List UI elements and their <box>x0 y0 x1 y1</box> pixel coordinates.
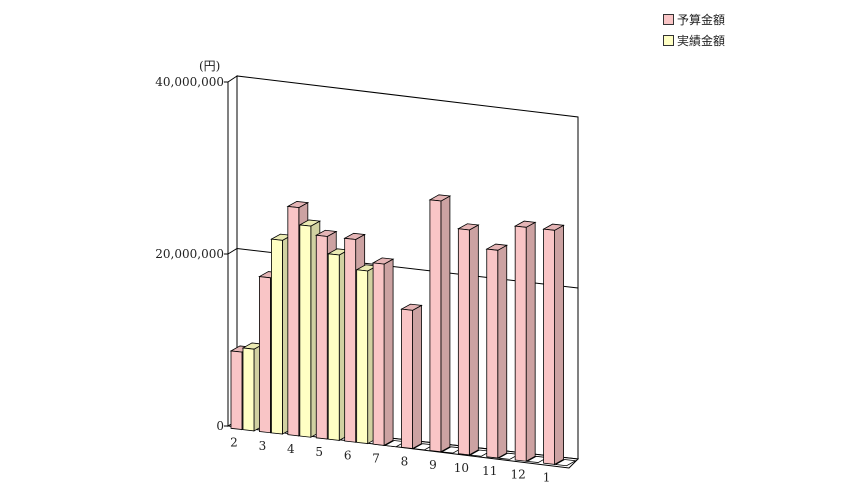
x-tick-label-9: 9 <box>429 458 437 472</box>
x-tick-label-7: 7 <box>372 452 380 466</box>
bar-front-0-12 <box>514 225 527 462</box>
bar-front-0-3 <box>259 276 271 434</box>
y-tick-label-0: 0 <box>216 419 224 433</box>
bar-front-0-4 <box>287 205 300 437</box>
bar-front-0-2 <box>230 350 243 431</box>
legend-item-actual: 実績金額 <box>663 30 725 51</box>
bar-front-1-6 <box>356 269 369 445</box>
bar-front-0-9 <box>429 199 442 453</box>
bar-front-1-4 <box>299 224 312 438</box>
x-axis-ticks: 2 3 4 5 6 7 8 9 10 11 12 1 <box>230 436 550 485</box>
x-tick-label-1: 1 <box>543 471 551 485</box>
x-tick-label-2: 2 <box>230 436 238 450</box>
bar-side-0-1 <box>554 224 564 466</box>
bar-side-0-7 <box>383 258 394 447</box>
x-tick-label-8: 8 <box>401 455 409 469</box>
legend-swatch-budget <box>663 14 674 25</box>
bar-front-0-10 <box>457 228 470 456</box>
legend-label-budget: 予算金額 <box>677 13 726 27</box>
bars <box>229 194 577 467</box>
legend-label-actual: 実績金額 <box>677 34 726 48</box>
x-tick-label-6: 6 <box>344 448 352 462</box>
legend-item-budget: 予算金額 <box>663 9 725 30</box>
x-tick-label-11: 11 <box>482 464 497 478</box>
y-tick-label-2: 40,000,000 <box>155 75 224 89</box>
x-tick-label-10: 10 <box>454 461 469 475</box>
bar-front-0-5 <box>315 234 328 440</box>
bar-front-1-3 <box>271 238 283 435</box>
bar-side-0-10 <box>468 224 479 456</box>
x-tick-label-12: 12 <box>511 467 526 481</box>
x-tick-label-4: 4 <box>287 442 295 456</box>
bar-side-0-11 <box>497 244 508 459</box>
bar-front-0-6 <box>344 237 357 443</box>
bar-side-0-12 <box>525 221 536 462</box>
bar-empty-1-1 <box>554 459 577 467</box>
x-tick-label-3: 3 <box>259 439 267 453</box>
bar-front-0-7 <box>372 262 385 446</box>
bar-front-1-5 <box>327 253 340 441</box>
x-tick-label-5: 5 <box>315 445 323 459</box>
y-axis-ticks: 0 20,000,000 40,000,000 <box>155 75 228 433</box>
legend-swatch-actual <box>663 35 674 46</box>
bar-front-0-8 <box>401 308 413 450</box>
y-tick-label-1: 20,000,000 <box>155 247 224 261</box>
bar-side-0-9 <box>440 195 451 453</box>
bar-front-1-2 <box>242 347 255 432</box>
y-axis-unit-label: (円) <box>199 59 221 73</box>
legend: 予算金額 実績金額 <box>663 9 725 51</box>
bar-front-0-11 <box>486 248 499 459</box>
bar-side-0-8 <box>412 304 422 450</box>
bar-front-0-1 <box>543 228 555 465</box>
